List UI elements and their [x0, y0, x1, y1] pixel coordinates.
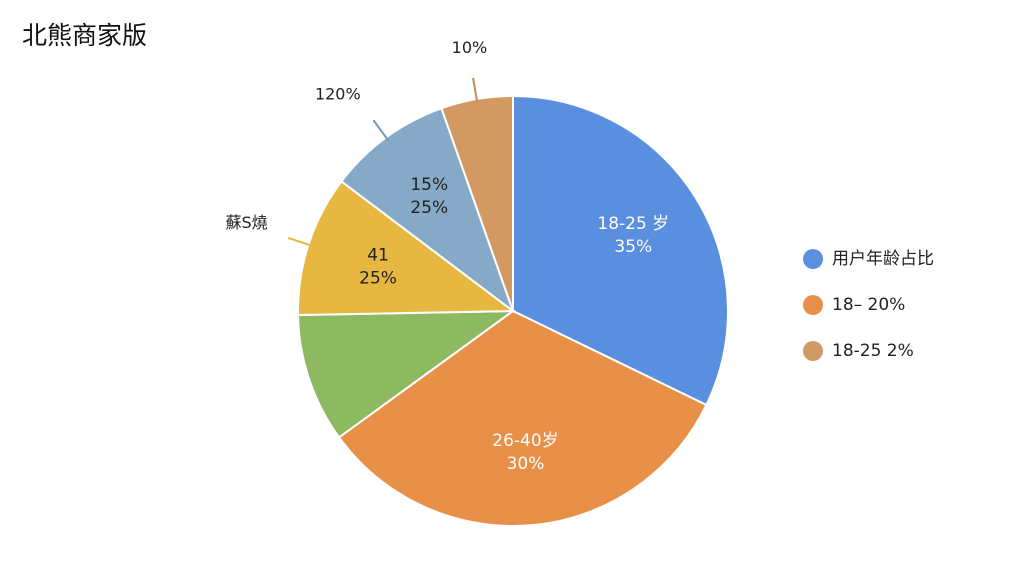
slice-label: 25%	[359, 269, 397, 289]
slice-label: 15%	[410, 175, 448, 195]
pie-slice	[512, 94, 729, 407]
callout-line	[372, 119, 390, 142]
legend-marker	[803, 341, 823, 361]
slice-label: 18-25 岁	[597, 214, 669, 234]
slice-label: 26-40岁	[492, 431, 558, 451]
legend-marker	[803, 295, 823, 315]
slice-label: 35%	[614, 237, 652, 257]
pie-slice	[297, 309, 517, 439]
callout-line	[472, 77, 479, 104]
callout-label: 10%	[452, 38, 488, 57]
slice-label: 25%	[410, 198, 448, 218]
pie-slice	[337, 309, 708, 527]
chart-title: 北熊商家版	[22, 21, 147, 50]
legend-label: 18– 20%	[832, 295, 905, 315]
callout-label: 蘇S燒	[225, 213, 267, 232]
legend-marker	[803, 249, 823, 269]
slice-label: 41	[367, 246, 389, 266]
slice-label: 30%	[507, 454, 545, 474]
callout-label: 120%	[315, 84, 361, 103]
legend-label: 18-25 2%	[832, 341, 914, 361]
callout-line	[287, 236, 313, 247]
legend-label: 用户年龄占比	[832, 249, 934, 269]
